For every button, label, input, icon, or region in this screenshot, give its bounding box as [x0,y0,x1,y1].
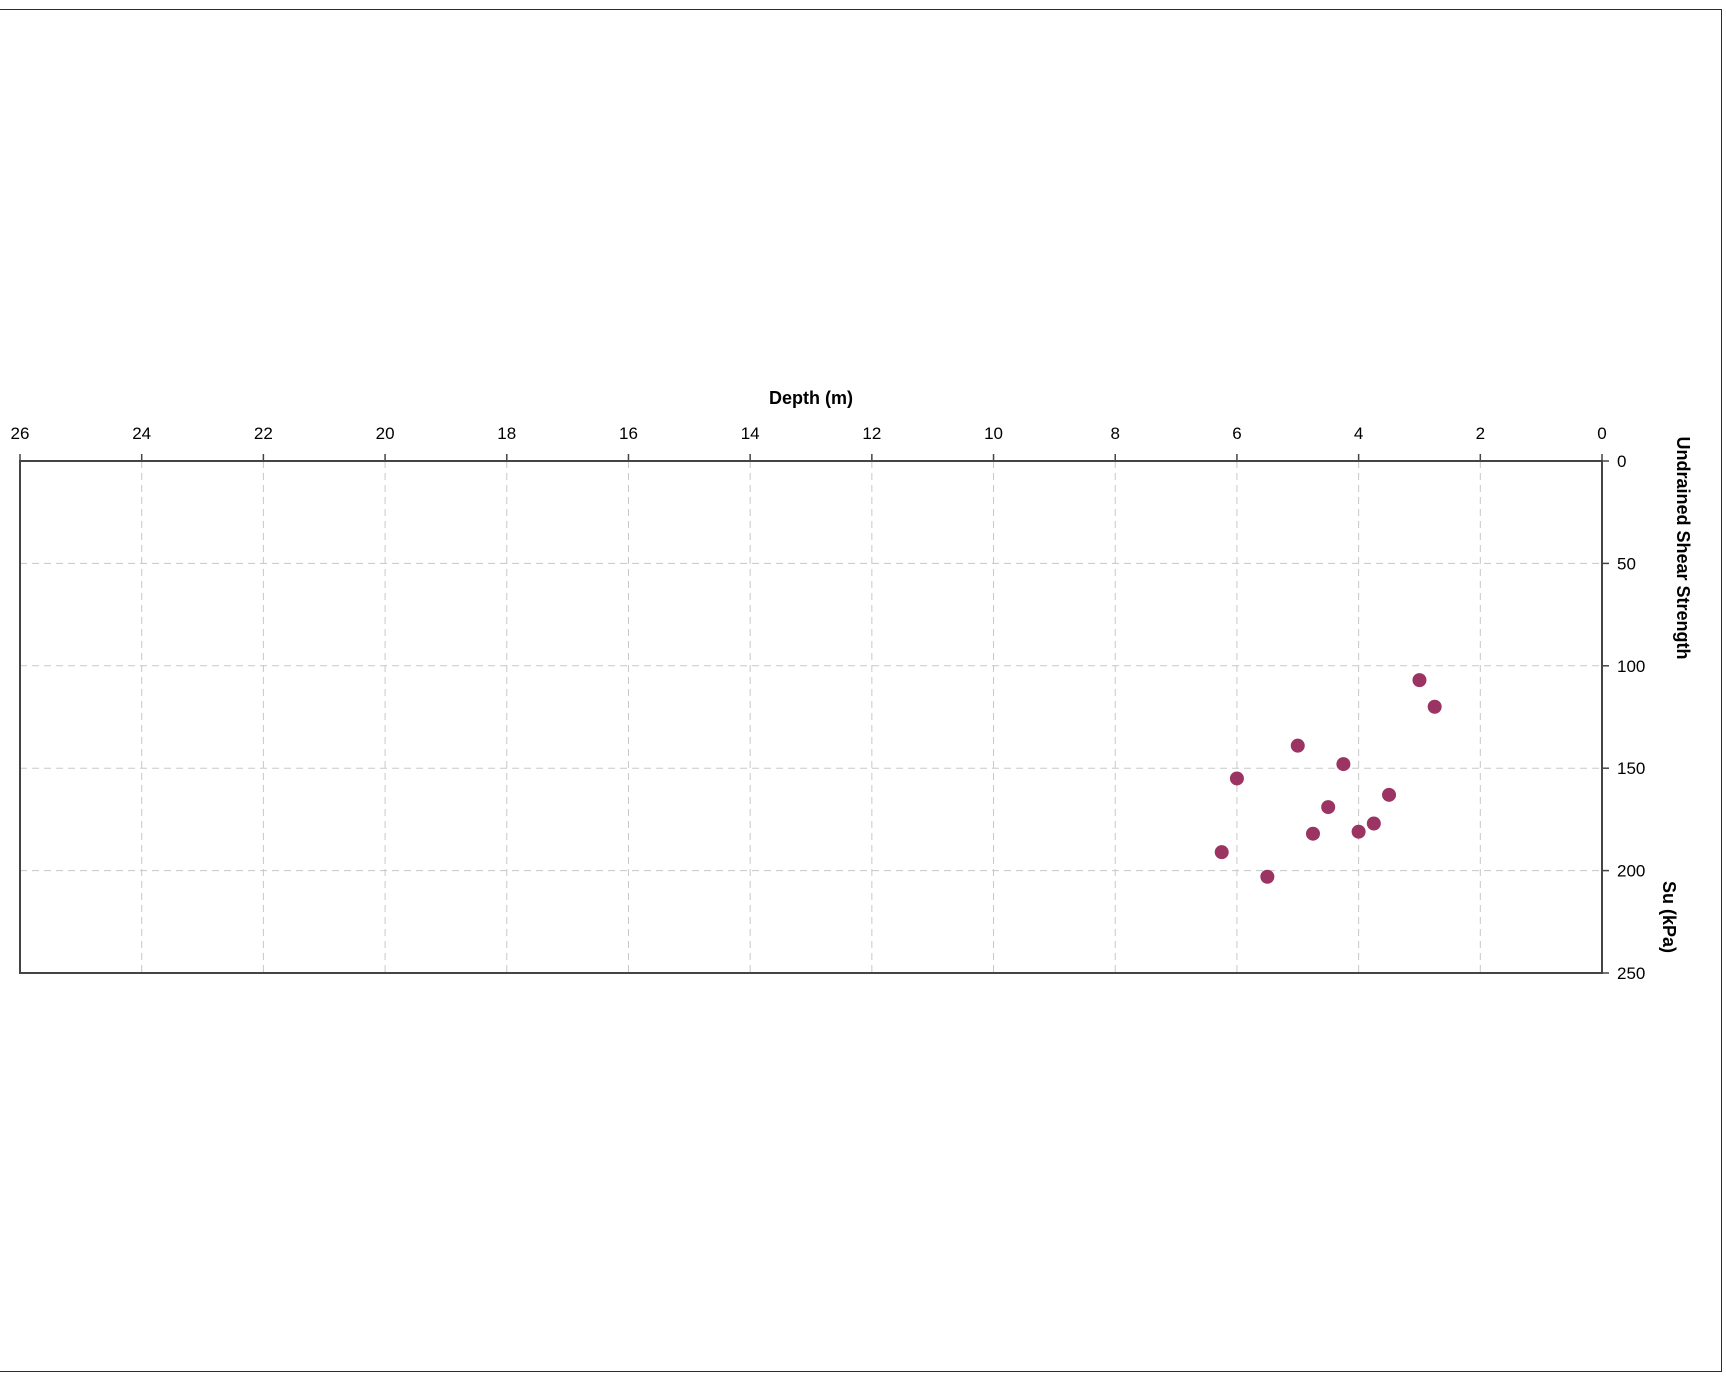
data-point [1412,673,1427,688]
x-axis-title: Depth (m) [769,388,853,408]
data-point [1336,757,1351,772]
x-tick-label: 26 [11,424,30,443]
plot-area [19,460,1603,974]
grid-lines [20,461,1602,973]
x-tick-label: 6 [1232,424,1241,443]
x-tick-label: 14 [741,424,760,443]
x-tick-label: 8 [1110,424,1119,443]
y-axis-unit-title: Su (kPa) [1659,881,1679,953]
x-tick-label: 18 [497,424,516,443]
x-tick-label: 4 [1354,424,1363,443]
chart-frame [0,9,1722,1372]
y-tick-label: 50 [1617,554,1636,573]
data-point [1260,869,1275,884]
x-tick-label: 0 [1597,424,1606,443]
data-point [1305,826,1320,841]
x-tick-label: 16 [619,424,638,443]
x-tick-label: 10 [984,424,1003,443]
y-tick-label: 0 [1617,452,1626,471]
x-tick-label: 22 [254,424,273,443]
y-axis-title: Undrained Shear Strength [1673,436,1693,659]
data-point [1229,771,1244,786]
y-axis: 0 50 100 150 200 250 [1602,452,1645,983]
y-tick-label: 150 [1617,759,1645,778]
x-tick-label: 12 [862,424,881,443]
y-tick-label: 250 [1617,964,1645,983]
data-point [1290,738,1305,753]
data-point [1427,699,1442,714]
y-tick-label: 200 [1617,862,1645,881]
data-point [1321,800,1336,815]
data-point [1351,824,1366,839]
data-point [1214,845,1229,860]
x-tick-label: 2 [1476,424,1485,443]
data-point [1382,787,1397,802]
x-tick-label: 20 [376,424,395,443]
data-points [1214,673,1442,884]
data-point [1366,816,1381,831]
x-tick-label: 24 [132,424,151,443]
y-tick-label: 100 [1617,657,1645,676]
